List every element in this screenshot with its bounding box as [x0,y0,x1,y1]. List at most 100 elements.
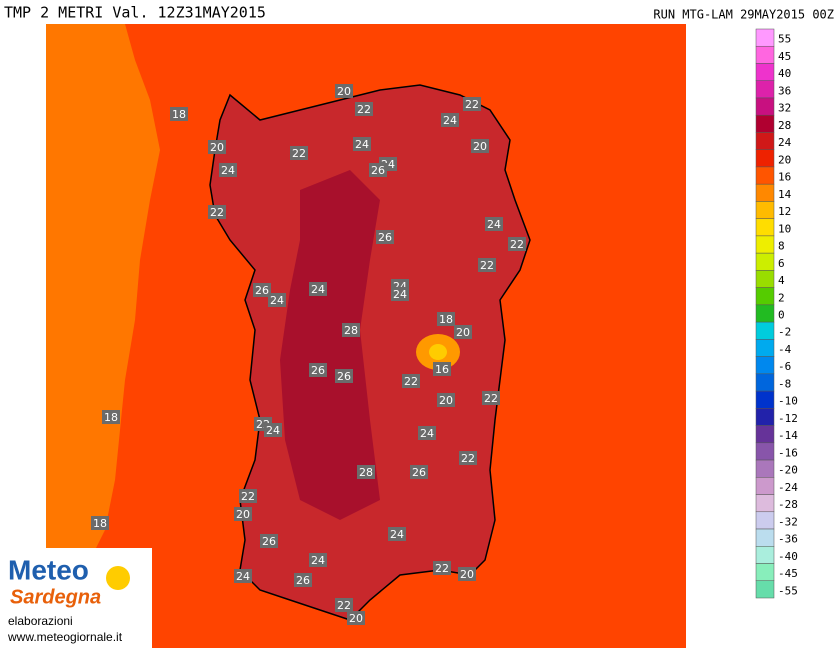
label-box [437,312,455,326]
label-box [268,293,286,307]
legend-label: -4 [778,343,792,356]
legend-label: 36 [778,84,791,97]
legend-label: -12 [778,412,798,425]
label-box [234,569,252,583]
temperature-label: 26 [262,535,276,548]
temperature-label: 24 [393,288,407,301]
temperature-label: 22 [404,375,418,388]
legend-label: 4 [778,274,785,287]
label-box [353,137,371,151]
logo-box [0,548,152,648]
legend-label: -32 [778,515,798,528]
legend-swatch [755,356,775,375]
label-box [508,237,526,251]
label-box [485,217,503,231]
label-box [410,465,428,479]
label-box [208,205,226,219]
label-box [388,527,406,541]
legend-label: -28 [778,498,798,511]
legend-label: 16 [778,171,791,184]
label-box [357,465,375,479]
brand-top: Meteo [8,554,89,585]
legend-label: -24 [778,481,798,494]
warm-area [280,170,380,520]
label-box [433,561,451,575]
sun [106,566,130,590]
label-box [342,323,360,337]
legend-swatch [755,63,775,81]
legend-label: 12 [778,205,791,218]
temperature-label: 24 [390,528,404,541]
legend-swatch [755,442,775,461]
label-box [290,146,308,160]
temperature-label: 22 [357,103,371,116]
legend-swatch [755,494,775,513]
temperature-label: 18 [104,411,118,424]
label-box [355,102,373,116]
legend-swatch [755,218,775,237]
temperature-label: 24 [355,138,369,151]
legend-swatch [755,408,775,426]
label-box [347,611,365,625]
temperature-label: 20 [473,140,487,153]
legend-label: 40 [778,67,791,80]
legend-label: -45 [778,567,798,580]
temperature-label: 24 [311,554,325,567]
legend-swatch [755,45,775,64]
legend-label: 8 [778,240,785,253]
label-box [402,374,420,388]
temperature-label: 20 [337,85,351,98]
temperature-label: 22 [484,392,498,405]
temperature-label: 26 [337,370,351,383]
legend-swatch [755,425,775,444]
temperature-label: 24 [311,283,325,296]
temperature-label: 18 [172,108,186,121]
legend-label: -8 [778,377,791,390]
temperature-label: 24 [420,427,434,440]
label-box [335,84,353,98]
temperature-label: 26 [311,364,325,377]
label-box [463,97,481,111]
legend-swatch [755,270,775,288]
label-box [437,393,455,407]
temperature-label: 26 [412,466,426,479]
temperature-label: 20 [439,394,453,407]
legend-swatch [755,390,775,409]
legend-swatch [755,528,775,547]
temperature-label: 24 [487,218,501,231]
label-box [458,567,476,581]
legend-label: 10 [778,222,791,235]
legend-label: -16 [778,446,798,459]
legend-swatch [755,166,775,185]
legend-label: 6 [778,257,785,270]
legend-label: 28 [778,119,791,132]
legend-label: 32 [778,102,791,115]
legend-label: 20 [778,153,791,166]
legend-label: 14 [778,188,792,201]
temperature-label: 22 [461,452,475,465]
temperature-label: 18 [439,313,453,326]
legend: 55454036322824201614121086420-2-4-6-8-10… [755,28,798,599]
temperature-label: 26 [378,231,392,244]
legend-swatch [755,149,775,168]
temperature-label: 28 [359,466,373,479]
label-box [260,534,278,548]
label-box [253,283,271,297]
brand-bottom: Sardegna [10,586,101,608]
legend-swatch [755,235,775,254]
logo: Meteo Sardegna elaborazioni www.meteogio… [0,548,152,648]
temperature-label: 22 [465,98,479,111]
label-box [478,258,496,272]
label-box [219,163,237,177]
label-box [433,362,451,376]
label-box [294,573,312,587]
legend-swatch [755,321,775,340]
label-box [309,553,327,567]
temperature-label: 22 [292,147,306,160]
label-box [170,107,188,121]
temperature-label: 28 [344,324,358,337]
legend-label: 45 [778,50,791,63]
temperature-label: 26 [255,284,269,297]
legend-swatch [755,511,775,530]
